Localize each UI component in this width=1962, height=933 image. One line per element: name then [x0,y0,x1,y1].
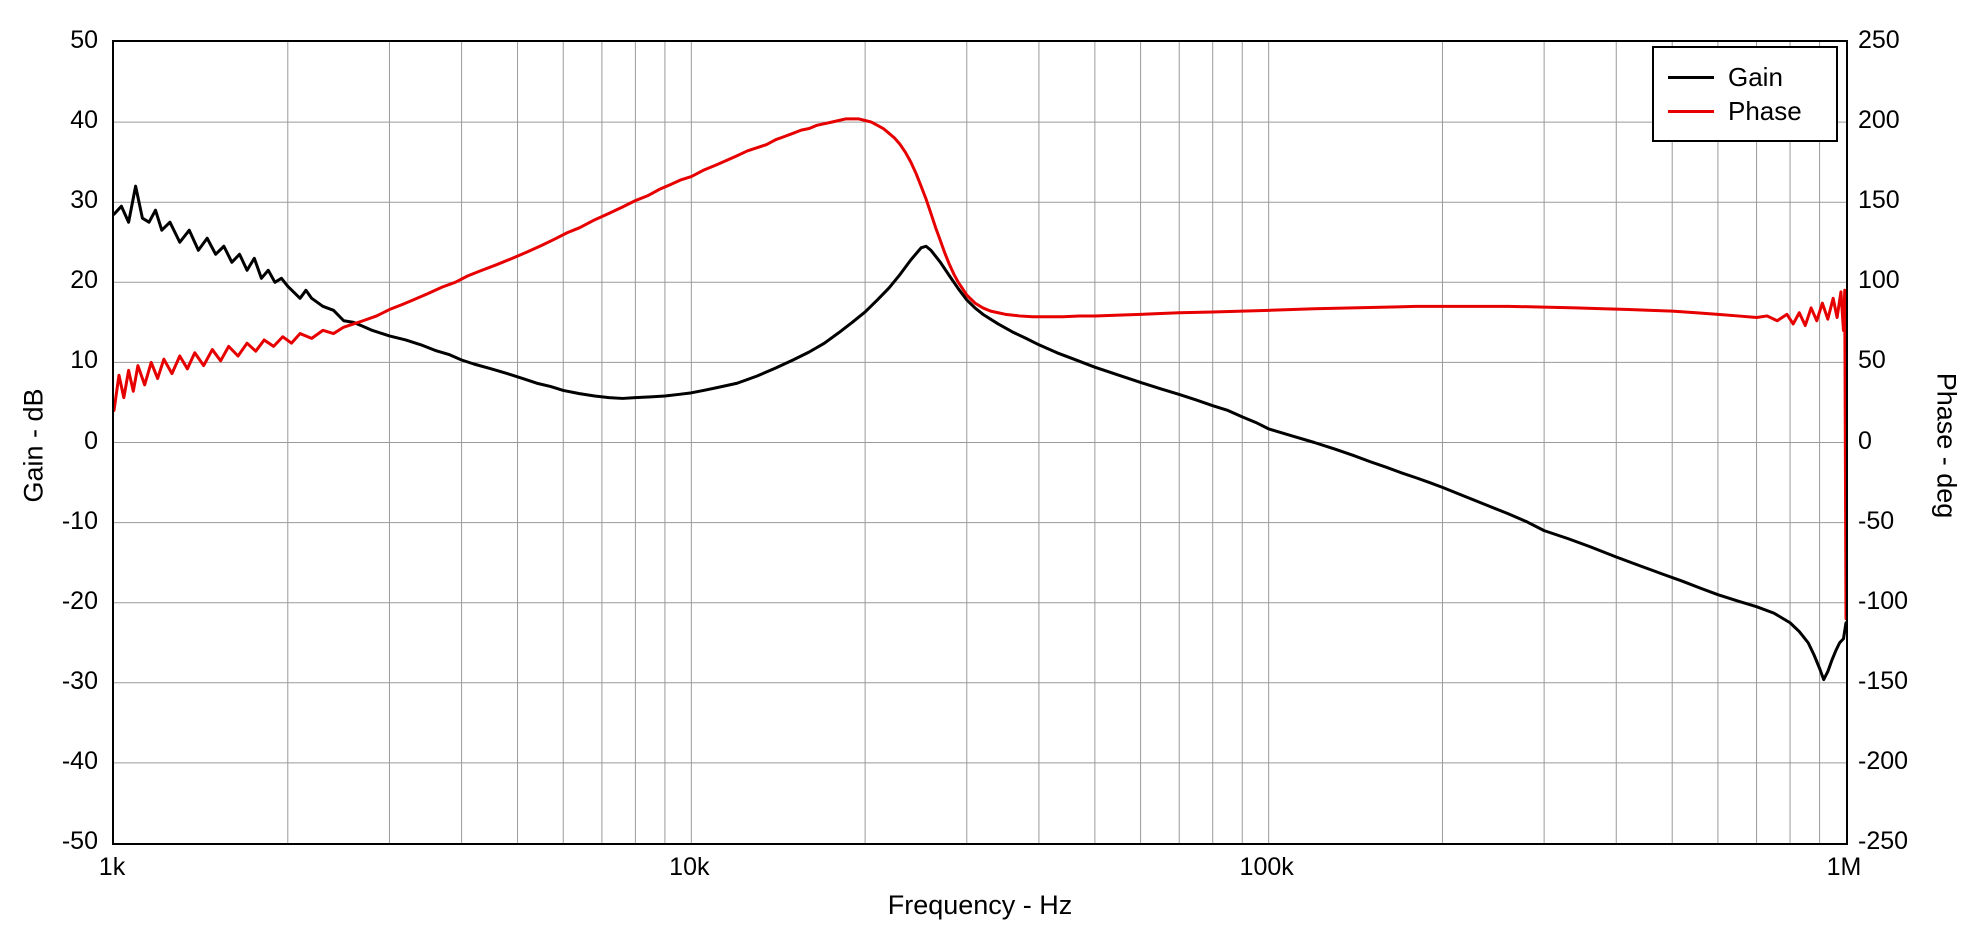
x-tick-label: 1k [98,853,126,881]
y-left-tick-label: 30 [70,186,98,215]
y-right-tick-label: 150 [1858,186,1900,215]
y-left-tick-label: -20 [61,586,98,615]
y-left-tick-label: 10 [70,346,98,375]
y-left-tick-label: -30 [61,666,98,695]
y-right-tick-label: -150 [1858,666,1909,695]
y-left-tick-label: 50 [70,26,98,54]
gain-legend-line-icon [1668,75,1714,79]
legend-entry-gain: Gain [1668,60,1822,94]
x-tick-label: 100k [1239,853,1294,881]
gain-curve [114,184,1846,682]
y-left-tick-label: -50 [61,827,98,855]
y-left-tick-label: 40 [70,106,98,135]
plot-canvas [114,42,1846,843]
y-axis-title-right: Phase - deg [1931,372,1962,519]
legend-label-gain: Gain [1728,61,1783,92]
legend-entry-phase: Phase [1668,94,1822,128]
y-right-tick-label: -100 [1858,586,1909,615]
phase-legend-line-icon [1668,109,1714,113]
y-right-tick-label: 200 [1858,106,1900,135]
y-left-tick-label: -40 [61,746,98,775]
phase-curve [114,117,1846,621]
plot-area [112,40,1848,845]
x-axis-title: Frequency - Hz [887,890,1073,920]
x-tick-label: 1M [1826,853,1862,881]
y-right-tick-label: 100 [1858,266,1900,295]
x-tick-label: 10k [669,853,710,881]
y-right-tick-label: -200 [1858,746,1909,775]
legend: Gain Phase [1652,46,1838,142]
y-left-tick-label: 20 [70,266,98,295]
y-axis-title-left: Gain - dB [18,388,49,503]
y-right-tick-label: 250 [1858,26,1900,54]
legend-label-phase: Phase [1728,95,1802,126]
y-right-tick-label: -250 [1858,827,1909,855]
